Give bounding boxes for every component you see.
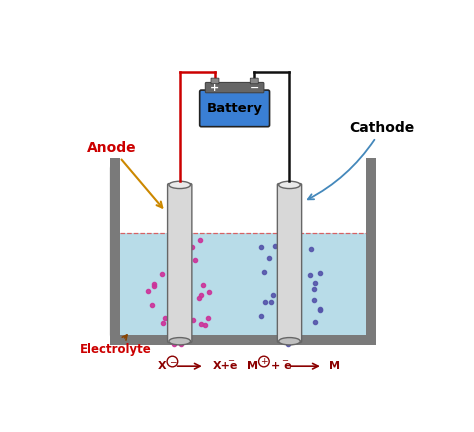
Text: −: − (282, 356, 288, 365)
Text: −: − (227, 356, 234, 365)
Ellipse shape (279, 337, 301, 345)
Text: +: + (260, 357, 268, 366)
FancyBboxPatch shape (211, 78, 219, 84)
Text: + e: + e (271, 361, 292, 371)
FancyBboxPatch shape (120, 233, 366, 334)
FancyBboxPatch shape (250, 78, 258, 84)
FancyBboxPatch shape (110, 158, 120, 345)
Text: −: − (169, 357, 176, 366)
FancyBboxPatch shape (277, 184, 301, 343)
FancyBboxPatch shape (110, 158, 376, 345)
FancyBboxPatch shape (120, 233, 366, 334)
Text: Cathode: Cathode (308, 121, 415, 199)
Ellipse shape (279, 181, 301, 188)
FancyBboxPatch shape (200, 90, 270, 127)
Text: +: + (210, 83, 219, 92)
Text: X: X (158, 361, 166, 371)
Ellipse shape (169, 337, 191, 345)
Text: Electrolyte: Electrolyte (80, 335, 152, 356)
Text: X+e: X+e (213, 361, 238, 371)
Text: Anode: Anode (87, 141, 162, 208)
Text: −: − (249, 83, 259, 92)
FancyBboxPatch shape (168, 184, 192, 343)
FancyBboxPatch shape (120, 158, 366, 334)
Text: Battery: Battery (207, 102, 263, 115)
Text: M: M (247, 361, 258, 371)
Text: M: M (329, 361, 340, 371)
FancyBboxPatch shape (205, 83, 264, 93)
FancyBboxPatch shape (366, 158, 376, 345)
FancyBboxPatch shape (110, 334, 376, 345)
Ellipse shape (169, 181, 191, 188)
